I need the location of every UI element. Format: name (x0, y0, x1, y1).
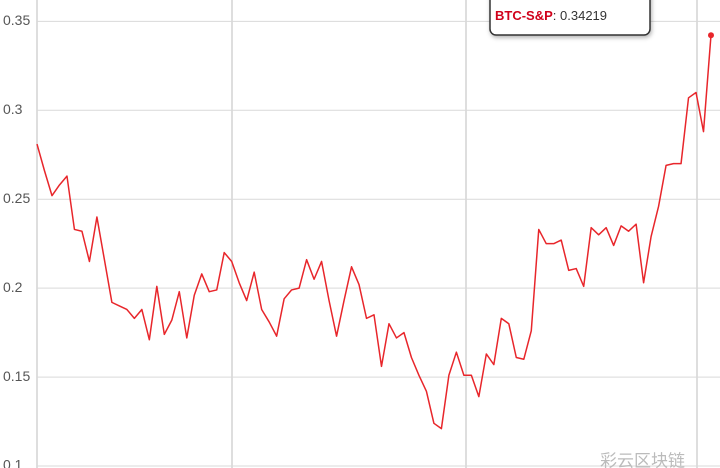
data-line (36, 35, 712, 430)
y-tick-label: 0.25 (3, 190, 30, 206)
tooltip: BTC-S&P: 0.34219 (489, 0, 651, 36)
y-tick-label: 0.3 (3, 101, 23, 117)
y-tick-label: 0.15 (3, 368, 30, 384)
hover-point (708, 32, 714, 39)
y-tick-label: 0.1 (3, 457, 23, 468)
tooltip-sep: : (553, 8, 560, 23)
tooltip-value: 0.34219 (560, 8, 607, 23)
tooltip-text: BTC-S&P: 0.34219 (495, 8, 607, 23)
tooltip-series: BTC-S&P (495, 8, 553, 23)
y-tick-label: 0.35 (3, 12, 30, 28)
tooltip-box (489, 0, 651, 36)
watermark: 彩云区块链 (600, 451, 685, 468)
y-tick-label: 0.2 (3, 279, 23, 295)
plot: 0.1 0.15 0.2 0.25 0.3 0.35 (3, 12, 720, 468)
